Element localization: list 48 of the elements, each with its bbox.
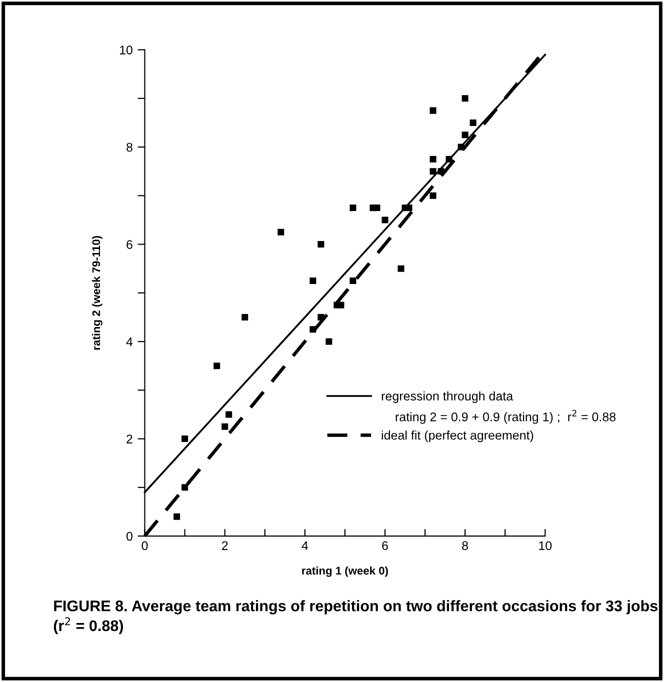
x-tick-label: 2 [222, 541, 228, 550]
point [430, 107, 436, 114]
point [310, 326, 316, 333]
legend-label: ideal fit (perfect agreement) [382, 430, 534, 442]
point [182, 484, 188, 491]
point [430, 192, 436, 199]
point [338, 302, 344, 308]
point [398, 265, 404, 272]
annotation: rating 2 = 0.9 + 0.9 (rating 1) ; r$^{2}$ = 0.88 [396, 410, 616, 424]
point [462, 95, 468, 102]
x-tick-label: 8 [462, 541, 468, 550]
point [382, 216, 388, 224]
point [374, 204, 380, 212]
point [326, 338, 332, 345]
x-tick-label: 10 [539, 541, 552, 550]
point [438, 168, 444, 175]
y-tick-label: 10 [120, 46, 132, 54]
point [318, 241, 324, 248]
point [182, 436, 188, 442]
point [278, 228, 284, 236]
point [470, 119, 476, 126]
y-axis-title: rating 2 (week 79-110) [92, 236, 102, 350]
point [462, 132, 468, 138]
y-tick-label: 6 [126, 240, 132, 249]
point [430, 168, 436, 175]
point [318, 314, 324, 320]
y-tick-label: 8 [126, 142, 132, 152]
point [174, 513, 180, 520]
point [406, 204, 412, 212]
caption: FIGURE 8. Average team ratings of repetition on two different occasions for 33 jobs (r$^{2}$ = 0.88) [54, 600, 658, 634]
point [430, 156, 436, 162]
point [222, 423, 228, 430]
point [214, 362, 220, 370]
y-tick-label: 2 [126, 434, 132, 444]
point [458, 144, 464, 150]
point [242, 314, 248, 320]
point [446, 156, 452, 162]
x-tick-label: 4 [302, 541, 308, 550]
x-tick-label: 0 [142, 541, 148, 550]
y-tick-label: 0 [126, 532, 132, 541]
y-tick-label: 4 [126, 337, 133, 346]
point [226, 411, 232, 418]
point [310, 278, 316, 284]
point [350, 278, 356, 284]
legend-label: regression through data [382, 391, 514, 403]
x-axis-title: rating 1 (week 0) [302, 566, 388, 577]
point [350, 204, 356, 212]
x-tick-label: 6 [382, 541, 388, 550]
